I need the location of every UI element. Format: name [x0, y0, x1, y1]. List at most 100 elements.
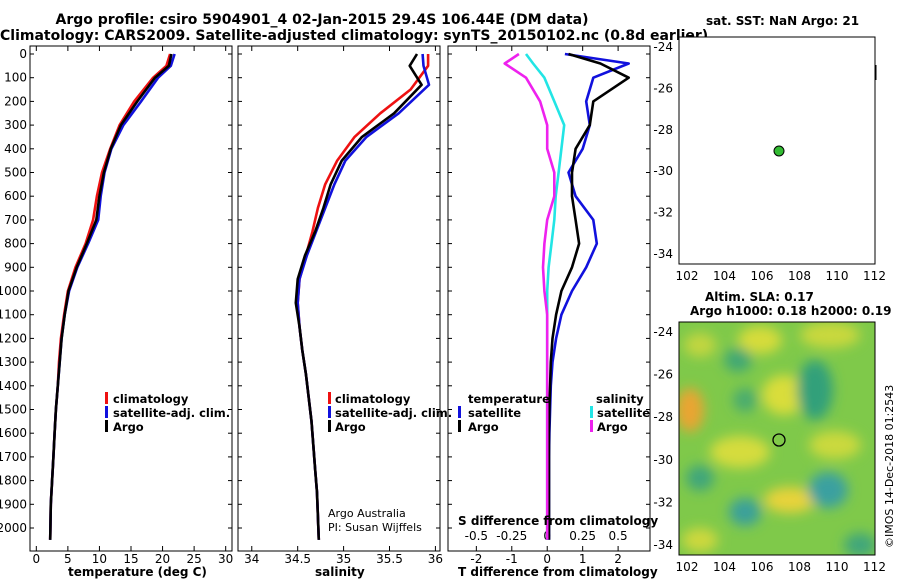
- s-difference-tick-label: -0.25: [496, 529, 527, 543]
- salinity-legend: climatology satellite-adj. clim. Argo Ar…: [328, 392, 452, 534]
- temperature-tick-label: 30: [218, 552, 233, 566]
- legend-marker-t-argo: [458, 420, 461, 432]
- legend-label-t-argo: Argo: [468, 420, 499, 434]
- sst-map-title: sat. SST: NaN Argo: 21: [706, 14, 859, 28]
- sst-map-lat-label: -30: [653, 164, 673, 178]
- temperature-tick-label: 5: [64, 552, 72, 566]
- argo-position-ring: [772, 433, 786, 447]
- legend-marker-climatology: [328, 392, 331, 404]
- legend-marker-s-argo: [590, 420, 593, 432]
- sla-map-title-line1: Altim. SLA: 0.17: [705, 290, 814, 304]
- legend-marker-satellite-adj: [328, 406, 331, 418]
- depth-tick-label: 1700: [0, 450, 27, 464]
- temperature-plot-frame: [29, 45, 233, 552]
- salinity-plot-frame: [237, 45, 441, 552]
- argo-position-marker: [773, 145, 785, 157]
- temperature-tick-label: 0: [32, 552, 40, 566]
- depth-tick-label: 1300: [0, 355, 27, 369]
- legend-label-argo: Argo: [113, 420, 144, 434]
- legend-marker-climatology: [105, 392, 108, 404]
- credit-line2: PI: Susan Wijffels: [328, 521, 422, 534]
- sla-map-lat-label: -30: [653, 453, 673, 467]
- depth-tick-label: 1100: [0, 308, 27, 322]
- sla-map-lon-label: 102: [676, 560, 699, 574]
- difference-plot-frame: [447, 45, 651, 552]
- difference-tick-label: -1: [506, 552, 518, 566]
- sla-map-lon-label: 112: [863, 560, 886, 574]
- difference-tick-label: 1: [579, 552, 587, 566]
- sst-map-lon-label: 110: [826, 269, 849, 283]
- series-line-argo: [48, 53, 173, 540]
- legend-marker-t-satellite: [458, 406, 461, 418]
- imos-stamp: ©IMOS 14-Dec-2018 01:2543: [883, 385, 896, 548]
- sla-map-lat-label: -32: [653, 495, 673, 509]
- chart-title-line2: Climatology: CARS2009. Satellite-adjuste…: [0, 28, 709, 44]
- depth-tick-label: 100: [4, 71, 27, 85]
- series-line-argo-temperature-: [547, 52, 631, 540]
- series-line-climatology: [296, 54, 430, 540]
- depth-tick-label: 400: [4, 142, 27, 156]
- s-difference-tick-label: 0.25: [569, 529, 596, 543]
- legend-label-satellite-adj: satellite-adj. clim.: [113, 406, 230, 420]
- legend-title-salinity: salinity: [596, 392, 644, 406]
- sst-map-lon-label: 112: [863, 269, 886, 283]
- depth-tick-label: 0: [19, 47, 27, 61]
- salinity-tick-label: 34.5: [284, 552, 311, 566]
- credit-line1: Argo Australia: [328, 507, 406, 520]
- sla-map-lat-label: -24: [653, 325, 673, 339]
- legend-label-s-argo: Argo: [597, 420, 628, 434]
- s-difference-axis-label: S difference from climatology: [458, 514, 658, 528]
- sst-map-lat-label: -28: [653, 123, 673, 137]
- temperature-axis-label: temperature (deg C): [68, 565, 207, 579]
- legend-label-satellite-adj: satellite-adj. clim.: [335, 406, 452, 420]
- sla-map-field: [679, 322, 875, 555]
- legend-label-climatology: climatology: [113, 392, 189, 406]
- axis-ticks: 0100200300400500600700800900100011001200…: [0, 40, 886, 574]
- sst-map-lat-label: -32: [653, 206, 673, 220]
- salinity-axis-label: salinity: [315, 565, 365, 579]
- profile-curves: [48, 52, 631, 540]
- depth-tick-label: 500: [4, 166, 27, 180]
- salinity-tick-label: 34: [244, 552, 259, 566]
- sla-map-lon-label: 110: [826, 560, 849, 574]
- depth-tick-label: 800: [4, 237, 27, 251]
- sla-map-lon-label: 108: [788, 560, 811, 574]
- series-line-argo-salinity-: [503, 52, 556, 540]
- salinity-tick-label: 35.5: [376, 552, 403, 566]
- temperature-tick-label: 25: [186, 552, 201, 566]
- difference-tick-label: -2: [470, 552, 482, 566]
- depth-tick-label: 1200: [0, 331, 27, 345]
- sst-map-lat-label: -24: [653, 40, 673, 54]
- sla-map-frame: [678, 321, 876, 556]
- sst-map-lat-label: -34: [653, 247, 673, 261]
- sst-map-lon-label: 104: [713, 269, 736, 283]
- difference-tick-label: 2: [614, 552, 622, 566]
- legend-marker-satellite-adj: [105, 406, 108, 418]
- depth-tick-label: 1000: [0, 284, 27, 298]
- sla-map-lat-label: -26: [653, 368, 673, 382]
- sla-map-lat-label: -28: [653, 410, 673, 424]
- legend-marker-s-satellite: [590, 406, 593, 418]
- series-line-satellite-adj-clim-: [296, 53, 431, 540]
- temperature-tick-label: 15: [123, 552, 138, 566]
- difference-legend: temperature satellite Argo salinity sate…: [458, 392, 658, 528]
- s-difference-tick-label: 0.5: [609, 529, 628, 543]
- legend-marker-argo: [328, 420, 331, 432]
- sla-map-lon-label: 104: [713, 560, 736, 574]
- depth-tick-label: 300: [4, 118, 27, 132]
- depth-tick-label: 1900: [0, 497, 27, 511]
- t-difference-axis-label: T difference from climatology: [458, 565, 658, 579]
- depth-tick-label: 1800: [0, 474, 27, 488]
- legend-label-t-satellite: satellite: [468, 406, 521, 420]
- salinity-tick-label: 35: [336, 552, 351, 566]
- temperature-tick-label: 20: [155, 552, 170, 566]
- s-difference-tick-label: -0.5: [465, 529, 488, 543]
- depth-tick-label: 700: [4, 213, 27, 227]
- depth-tick-label: 600: [4, 189, 27, 203]
- depth-tick-label: 200: [4, 94, 27, 108]
- sst-map-lon-label: 102: [676, 269, 699, 283]
- depth-tick-label: 900: [4, 260, 27, 274]
- legend-label-climatology: climatology: [335, 392, 411, 406]
- sla-map-lon-label: 106: [751, 560, 774, 574]
